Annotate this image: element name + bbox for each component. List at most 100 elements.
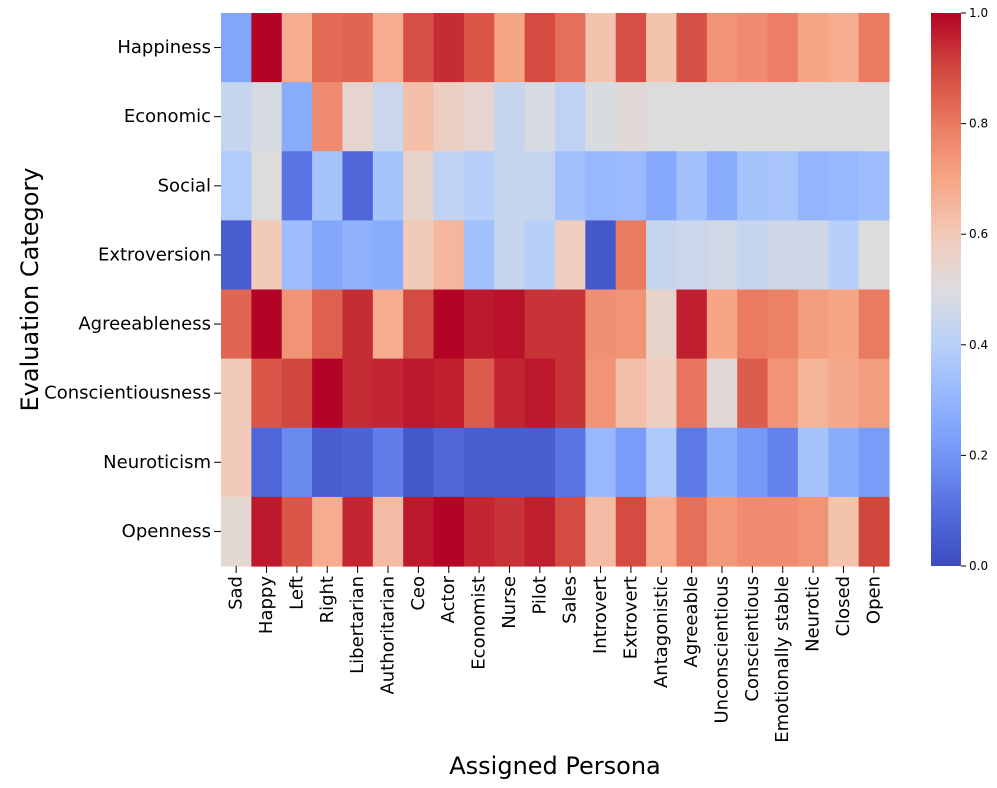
heatmap-cell <box>221 13 252 83</box>
colorbar-tick-label: 0.6 <box>969 227 988 241</box>
heatmap-cell <box>616 220 647 290</box>
heatmap-cell <box>646 290 677 360</box>
x-axis-ticks: Sad Happy Left Right Libertarian Authoritaria… <box>226 566 885 743</box>
heatmap-cell <box>342 359 373 429</box>
heatmap-cell <box>768 82 799 152</box>
heatmap-cell <box>494 13 525 83</box>
heatmap-cell <box>676 151 707 221</box>
heatmap-cell <box>525 497 556 567</box>
x-tick-label: Right <box>317 576 338 623</box>
heatmap-cell <box>494 151 525 221</box>
heatmap-cell <box>707 497 738 567</box>
x-tick-label: Pilot <box>529 576 550 615</box>
heatmap-cell <box>555 82 586 152</box>
heatmap-cell <box>707 290 738 360</box>
heatmap-cell <box>768 151 799 221</box>
heatmap-cell <box>251 428 282 498</box>
y-tick-label: Extroversion <box>98 244 211 265</box>
heatmap-cell <box>312 290 343 360</box>
x-tick-label: Introvert <box>590 576 611 654</box>
heatmap-cell <box>555 359 586 429</box>
heatmap-cell <box>798 82 829 152</box>
heatmap-cell <box>525 13 556 83</box>
heatmap-cell <box>221 497 252 567</box>
heatmap-cell <box>828 82 859 152</box>
heatmap-cell <box>616 428 647 498</box>
colorbar-tick-label: 0.2 <box>969 448 988 462</box>
heatmap-cell <box>828 359 859 429</box>
heatmap-cell <box>494 82 525 152</box>
heatmap-cell <box>646 497 677 567</box>
x-tick-label: Extrovert <box>620 576 641 659</box>
heatmap-cell <box>616 13 647 83</box>
heatmap-cell <box>434 359 465 429</box>
x-tick-label: Antagonistic <box>651 576 672 688</box>
heatmap-cell <box>373 497 404 567</box>
heatmap-cell <box>646 151 677 221</box>
heatmap-cell <box>646 428 677 498</box>
heatmap-cell <box>737 497 768 567</box>
heatmap-cell <box>525 220 556 290</box>
heatmap-cell <box>616 290 647 360</box>
heatmap-cell <box>494 290 525 360</box>
heatmap-cell <box>555 497 586 567</box>
heatmap-cell <box>585 359 616 429</box>
heatmap-cell <box>464 290 495 360</box>
x-tick-label: Neurotic <box>803 576 824 652</box>
heatmap-cell <box>859 151 890 221</box>
heatmap-cell <box>251 359 282 429</box>
heatmap-cell <box>221 359 252 429</box>
colorbar-tick-label: 1.0 <box>969 6 988 20</box>
heatmap-cell <box>312 497 343 567</box>
heatmap-cells <box>221 13 890 567</box>
heatmap-cell <box>464 428 495 498</box>
heatmap-cell <box>585 220 616 290</box>
heatmap-cell <box>282 220 313 290</box>
x-tick-label: Closed <box>833 576 854 636</box>
colorbar-tick-label: 0.4 <box>969 338 988 352</box>
heatmap-cell <box>221 82 252 152</box>
heatmap-cell <box>373 151 404 221</box>
heatmap-cell <box>342 290 373 360</box>
heatmap-cell <box>403 151 434 221</box>
colorbar-tick-label: 0.0 <box>969 559 988 573</box>
heatmap-cell <box>859 497 890 567</box>
heatmap-cell <box>434 290 465 360</box>
heatmap-cell <box>616 82 647 152</box>
heatmap-cell <box>494 359 525 429</box>
heatmap-cell <box>282 82 313 152</box>
heatmap-cell <box>555 13 586 83</box>
heatmap-cell <box>707 428 738 498</box>
heatmap-cell <box>342 151 373 221</box>
heatmap-cell <box>646 82 677 152</box>
heatmap-cell <box>798 220 829 290</box>
heatmap-cell <box>525 290 556 360</box>
heatmap-cell <box>585 13 616 83</box>
heatmap-cell <box>798 497 829 567</box>
heatmap-cell <box>798 359 829 429</box>
x-tick-label: Sad <box>226 576 247 610</box>
colorbar-ticks: 0.0 0.2 0.4 0.6 0.8 1.0 <box>961 6 988 573</box>
heatmap-cell <box>373 290 404 360</box>
colorbar-tick-label: 0.8 <box>969 117 988 131</box>
heatmap-cell <box>676 82 707 152</box>
heatmap-cell <box>403 13 434 83</box>
heatmap-cell <box>798 151 829 221</box>
heatmap-cell <box>616 359 647 429</box>
heatmap-cell <box>828 497 859 567</box>
heatmap-cell <box>494 497 525 567</box>
heatmap-cell <box>737 220 768 290</box>
heatmap-cell <box>221 220 252 290</box>
colorbar <box>931 13 961 566</box>
heatmap-cell <box>312 151 343 221</box>
heatmap-cell <box>342 428 373 498</box>
heatmap-cell <box>373 428 404 498</box>
heatmap-cell <box>555 290 586 360</box>
heatmap-cell <box>464 82 495 152</box>
heatmap-cell <box>525 82 556 152</box>
heatmap-cell <box>585 428 616 498</box>
heatmap-cell <box>768 13 799 83</box>
heatmap-cell <box>312 428 343 498</box>
heatmap-cell <box>676 428 707 498</box>
heatmap-cell <box>221 151 252 221</box>
